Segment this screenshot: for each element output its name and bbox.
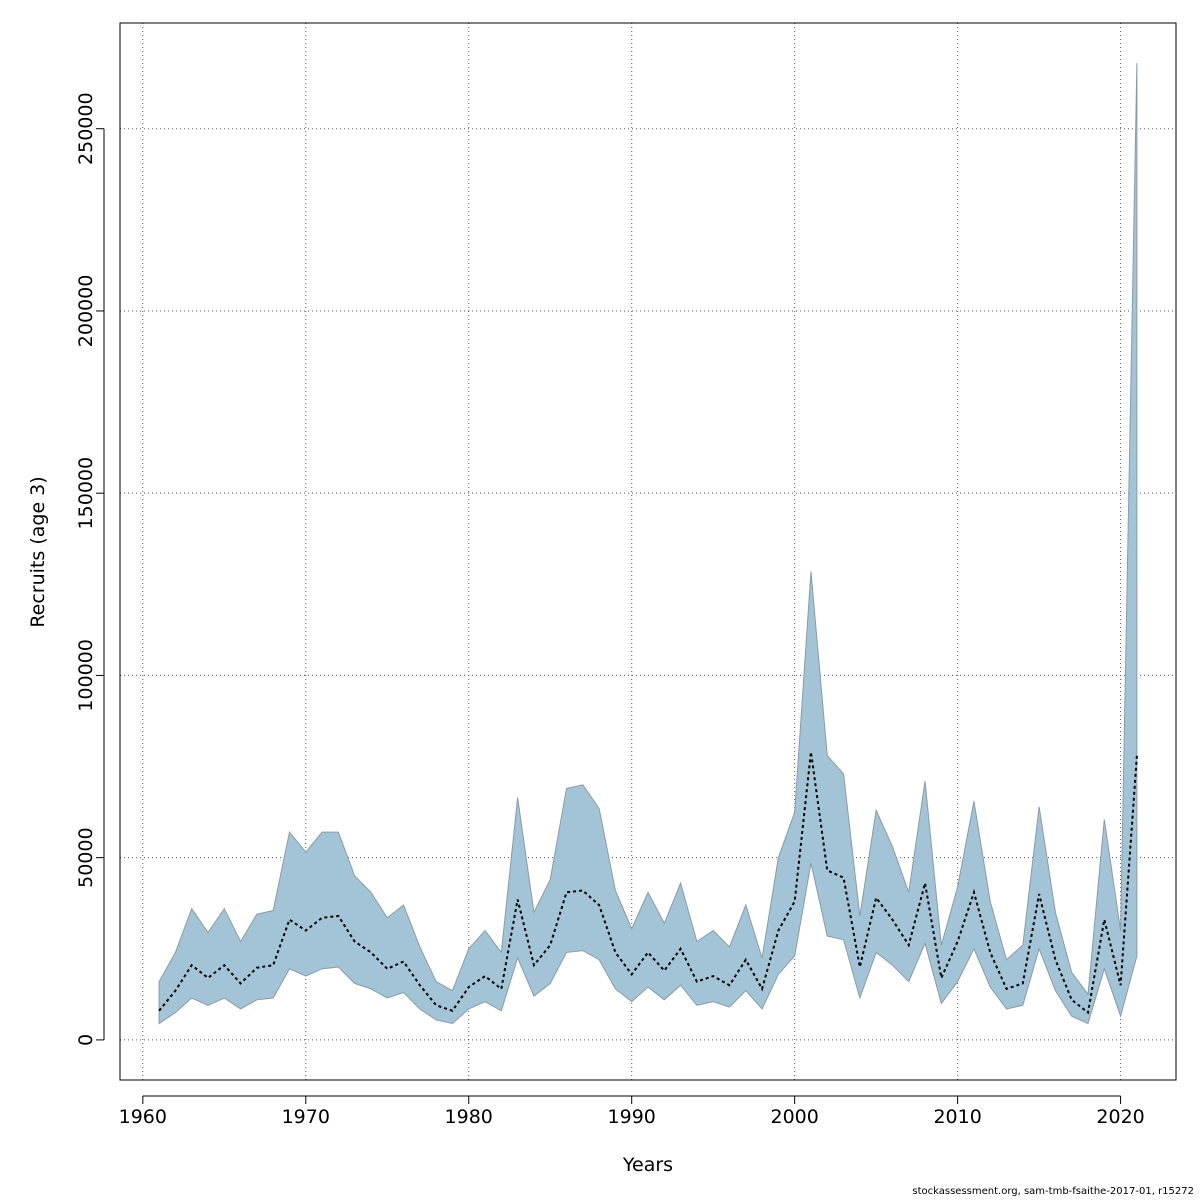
y-tick-label: 200000: [75, 275, 97, 348]
x-tick-label: 2020: [1096, 1106, 1144, 1128]
x-tick-label: 2010: [933, 1106, 981, 1128]
grid-lines: [120, 23, 1176, 1080]
x-tick-label: 1980: [445, 1106, 493, 1128]
source-footer: stockassessment.org, sam-tmb-fsaithe-201…: [912, 1186, 1194, 1197]
y-tick-label: 0: [75, 1034, 97, 1046]
y-tick-label: 150000: [75, 457, 97, 530]
confidence-band: [158, 63, 1138, 1025]
y-axis: 0 50000 100000 150000 200000 250000: [75, 92, 105, 1046]
x-tick-label: 1960: [119, 1106, 167, 1128]
x-tick-label: 1970: [282, 1106, 330, 1128]
y-tick-label: 100000: [75, 639, 97, 712]
plot-frame: [119, 22, 1177, 1081]
x-tick-label: 2000: [770, 1106, 818, 1128]
y-axis-title: Recruits (age 3): [27, 476, 49, 627]
y-tick-label: 50000: [75, 827, 97, 887]
y-tick-label: 250000: [75, 92, 97, 165]
estimate-line: [158, 751, 1138, 1015]
x-axis: 1960 1970 1980 1990 2000 2010 2020: [119, 1095, 1145, 1128]
x-tick-label: 1990: [608, 1106, 656, 1128]
x-axis-title: Years: [622, 1154, 673, 1176]
